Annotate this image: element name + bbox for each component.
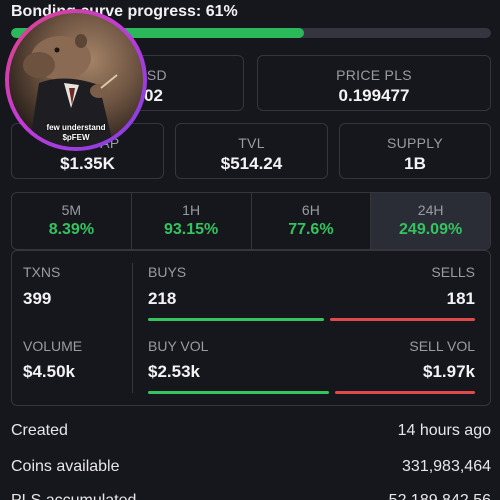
tvl-card: TVL $514.24 — [175, 123, 328, 179]
avatar-caption-line2: $pFEW — [62, 133, 90, 142]
capybara-image: few understand $pFEW — [9, 13, 143, 147]
tab-1h-change: 93.15% — [163, 221, 219, 238]
tab-5m-label: 5M — [61, 202, 82, 218]
pls-accumulated-row: PLS accumulated 52,189,842.56 — [11, 492, 491, 500]
supply-value: 1B — [404, 154, 426, 173]
tab-5m-change: 8.39% — [48, 221, 95, 238]
tab-24h-label: 24H — [417, 202, 444, 218]
tab-6h[interactable]: 6H 77.6% — [252, 193, 372, 249]
created-row: Created 14 hours ago — [11, 422, 491, 440]
tvl-label: TVL — [238, 135, 265, 151]
market-cap-value: $1.35K — [60, 154, 115, 173]
buys-ratio-bar — [148, 318, 324, 321]
tab-6h-label: 6H — [301, 202, 320, 218]
bonding-progress-fill — [11, 28, 304, 38]
volume-label: VOLUME — [23, 338, 83, 354]
tab-24h[interactable]: 24H 249.09% — [371, 193, 490, 249]
timeframe-tabs: 5M 8.39% 1H 93.15% 6H 77.6% 24H 249.09% — [11, 192, 491, 250]
tvl-value: $514.24 — [220, 154, 283, 173]
tab-5m[interactable]: 5M 8.39% — [12, 193, 132, 249]
buy-vol-value: $2.53k — [148, 362, 200, 381]
sells-label: SELLS — [431, 264, 475, 280]
buys-label: BUYS — [148, 264, 187, 280]
supply-card: SUPPLY 1B — [339, 123, 491, 179]
stats-divider — [132, 263, 133, 393]
tab-6h-change: 77.6% — [288, 221, 334, 238]
created-label: Created — [11, 422, 68, 439]
coins-available-row: Coins available 331,983,464 — [11, 458, 491, 476]
tab-1h-label: 1H — [182, 202, 201, 218]
txns-value: 399 — [23, 289, 52, 308]
avatar-caption-line1: few understand — [46, 123, 106, 132]
trade-stats-panel: TXNS 399 BUYS 218 SELLS 181 VOLUME $4.50… — [11, 250, 491, 406]
sell-vol-value: $1.97k — [423, 362, 475, 381]
txns-label: TXNS — [23, 264, 61, 280]
price-pls-card: PRICE PLS 0.199477 — [257, 55, 491, 111]
tab-1h[interactable]: 1H 93.15% — [132, 193, 252, 249]
coins-available-value: 331,983,464 — [402, 458, 491, 475]
bonding-progress-bar — [11, 28, 491, 38]
capybara-illustration — [23, 34, 118, 147]
pls-accumulated-value: 52,189,842.56 — [389, 492, 491, 500]
coins-available-label: Coins available — [11, 458, 120, 475]
supply-label: SUPPLY — [386, 135, 443, 151]
pls-accumulated-label: PLS accumulated — [11, 492, 136, 500]
sell-vol-label: SELL VOL — [409, 338, 475, 354]
created-value: 14 hours ago — [397, 422, 491, 439]
buys-value: 218 — [148, 289, 177, 308]
tab-24h-change: 249.09% — [399, 221, 463, 238]
buy-vol-label: BUY VOL — [148, 338, 209, 354]
volume-value: $4.50k — [23, 362, 75, 381]
price-pls-label: PRICE PLS — [336, 67, 412, 83]
sells-value: 181 — [446, 289, 475, 308]
buy-vol-ratio-bar — [148, 391, 329, 394]
price-pls-value: 0.199477 — [338, 86, 410, 105]
token-avatar[interactable]: few understand $pFEW — [5, 9, 147, 151]
sells-ratio-bar — [330, 318, 475, 321]
sell-vol-ratio-bar — [335, 391, 475, 394]
